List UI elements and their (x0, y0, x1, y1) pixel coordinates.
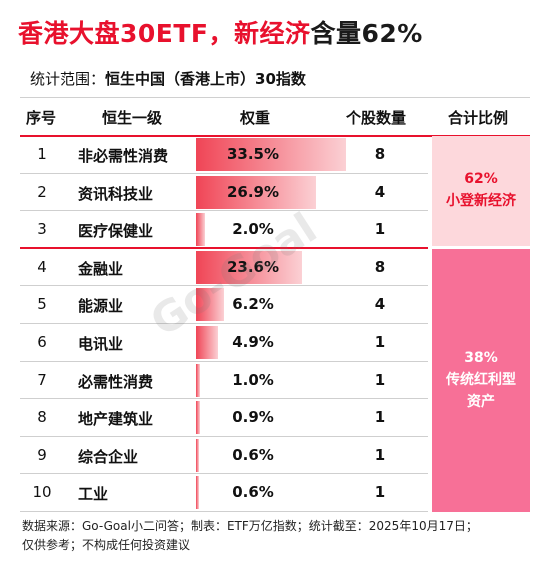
row-count: 1 (374, 333, 386, 351)
title-main: 香港大盘30ETF，新经济 (18, 19, 311, 48)
row-weight: 0.9% (232, 408, 274, 427)
row-index: 6 (37, 333, 47, 351)
row-weight: 1.0% (232, 370, 274, 389)
sector-table: 序号 恒生一级 权重 个股数量 合计比例 1 非必需性消费 33.5% 8 2 资讯科技业… (20, 97, 530, 512)
row-weight-cell: 0.9% (196, 399, 326, 436)
row-sector: 电讯业 (78, 335, 124, 353)
scope-label: 统计范围： (30, 70, 106, 88)
row-weight: 2.0% (232, 220, 274, 239)
row-weight-cell: 6.2% (196, 286, 326, 323)
row-count: 1 (374, 445, 386, 464)
row-index: 2 (37, 182, 47, 201)
row-weight-cell: 0.6% (196, 437, 326, 474)
table-row: 7 必需性消费 1.0% 1 (20, 362, 428, 400)
row-sector: 必需性消费 (78, 372, 154, 391)
weight-bar (196, 401, 201, 435)
row-index: 7 (37, 370, 47, 389)
row-index: 1 (37, 145, 47, 163)
table-row: 4 金融业 23.6% 8 (20, 249, 428, 287)
header-count: 个股数量 (346, 109, 407, 127)
row-weight: 6.2% (232, 295, 274, 314)
table-header: 序号 恒生一级 权重 个股数量 合计比例 (20, 97, 530, 137)
weight-bar (196, 213, 205, 247)
group-traditional: 38% 传统红利型 资产 (432, 249, 530, 512)
weight-bar (196, 288, 224, 322)
group-new-economy-label: 62% 小登新经济 (432, 168, 530, 212)
group-new-economy: 62% 小登新经济 (432, 136, 530, 248)
row-index: 3 (37, 220, 47, 239)
group-traditional-label: 38% 传统红利型 资产 (432, 347, 530, 413)
row-weight: 0.6% (232, 483, 274, 502)
weight-bar (196, 138, 346, 171)
weight-bar (196, 250, 302, 284)
table-row: 6 电讯业 4.9% 1 (20, 324, 428, 362)
table-row: 8 地产建筑业 0.9% 1 (20, 399, 428, 437)
row-weight: 33.5% (226, 145, 280, 163)
row-count: 8 (374, 145, 386, 163)
row-count: 1 (374, 483, 386, 502)
row-weight-cell: 2.0% (196, 211, 326, 248)
header-weight: 权重 (240, 109, 271, 127)
page-title: 香港大盘30ETF，新经济含量62% (18, 14, 423, 50)
row-sector: 资讯科技业 (78, 184, 154, 203)
group-divider (20, 247, 428, 249)
weight-bar (196, 438, 199, 472)
table-row: 5 能源业 6.2% 4 (20, 286, 428, 324)
row-weight: 23.6% (226, 257, 280, 276)
row-count: 1 (374, 220, 386, 239)
footer-line-2: 仅供参考；不构成任何投资建议 (22, 538, 191, 552)
row-sector: 工业 (78, 485, 109, 504)
footer-note: 数据来源：Go-Goal小二问答；制表：ETF万亿指数；统计截至：2025年10… (22, 517, 478, 555)
group-new-economy-name: 小登新经济 (446, 193, 516, 209)
row-weight: 4.9% (232, 333, 274, 351)
table-row: 2 资讯科技业 26.9% 4 (20, 174, 428, 212)
footer-line-1: 数据来源：Go-Goal小二问答；制表：ETF万亿指数；统计截至：2025年10… (22, 519, 478, 533)
row-weight-cell: 26.9% (196, 174, 326, 211)
group-traditional-name-2: 资产 (467, 394, 495, 410)
row-weight-cell: 23.6% (196, 249, 326, 286)
row-weight-cell: 0.6% (196, 474, 326, 511)
row-weight: 26.9% (226, 182, 280, 201)
table-row: 10 工业 0.6% 1 (20, 474, 428, 512)
table-row: 9 综合企业 0.6% 1 (20, 437, 428, 475)
row-index: 4 (37, 257, 47, 276)
row-count: 1 (374, 408, 386, 427)
group-new-economy-pct: 62% (464, 171, 498, 187)
header-ratio: 合计比例 (448, 109, 509, 127)
row-sector: 综合企业 (78, 447, 139, 466)
title-tail: 含量62% (310, 19, 423, 48)
header-index: 序号 (26, 109, 57, 127)
row-sector: 金融业 (78, 259, 124, 278)
row-weight-cell: 4.9% (196, 324, 326, 361)
row-index: 8 (37, 408, 47, 427)
weight-bar (196, 175, 317, 209)
scope-value: 恒生中国（香港上市）30指数 (105, 70, 306, 88)
weight-bar (196, 363, 201, 397)
header-sector: 恒生一级 (102, 109, 163, 127)
table-row: 3 医疗保健业 2.0% 1 (20, 211, 428, 249)
row-sector: 能源业 (78, 297, 124, 316)
row-index: 10 (32, 483, 52, 502)
row-count: 4 (374, 182, 386, 201)
row-weight-cell: 1.0% (196, 362, 326, 399)
row-weight-cell: 33.5% (196, 136, 346, 173)
row-weight: 0.6% (232, 445, 274, 464)
weight-bar (196, 476, 199, 510)
weight-bar (196, 326, 218, 359)
row-count: 8 (374, 257, 386, 276)
group-traditional-name-1: 传统红利型 (446, 372, 516, 388)
row-index: 9 (37, 445, 47, 464)
scope-line: 统计范围：恒生中国（香港上市）30指数 (30, 68, 306, 89)
row-sector: 医疗保健业 (78, 222, 154, 241)
group-traditional-pct: 38% (464, 350, 498, 366)
row-sector: 地产建筑业 (78, 410, 154, 429)
row-count: 4 (374, 295, 386, 314)
row-count: 1 (374, 370, 386, 389)
table-row: 1 非必需性消费 33.5% 8 (20, 136, 428, 174)
row-sector: 非必需性消费 (78, 147, 169, 165)
row-index: 5 (37, 295, 47, 314)
